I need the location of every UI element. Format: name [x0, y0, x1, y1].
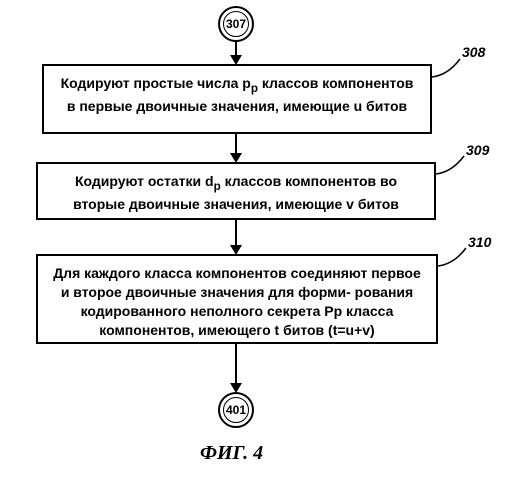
box-308-sub: p [251, 82, 258, 95]
arrow-2 [235, 134, 237, 154]
connector-out: 401 [218, 392, 254, 428]
process-box-310: Для каждого класса компонентов соединяют… [36, 254, 438, 344]
ref-308: 308 [462, 44, 485, 60]
process-box-309: Кодируют остатки dp классов компонентов … [36, 162, 436, 220]
connector-in-label: 307 [223, 11, 249, 37]
process-box-308: Кодируют простые числа pp классов компон… [42, 64, 432, 134]
figure-caption: ФИГ. 4 [200, 442, 263, 465]
ref-310: 310 [468, 234, 491, 250]
flowchart-figure: 307 Кодируют простые числа pp классов ко… [0, 0, 508, 500]
box-308-text-a: Кодируют простые числа p [61, 75, 251, 91]
ref-309: 309 [466, 142, 489, 158]
connector-in: 307 [218, 6, 254, 42]
arrow-4 [235, 344, 237, 384]
arrow-3 [235, 220, 237, 246]
arrow-1 [235, 42, 237, 56]
connector-out-label: 401 [223, 397, 249, 423]
box-309-text-a: Кодируют остатки d [75, 173, 214, 189]
box-309-sub: p [214, 180, 221, 193]
